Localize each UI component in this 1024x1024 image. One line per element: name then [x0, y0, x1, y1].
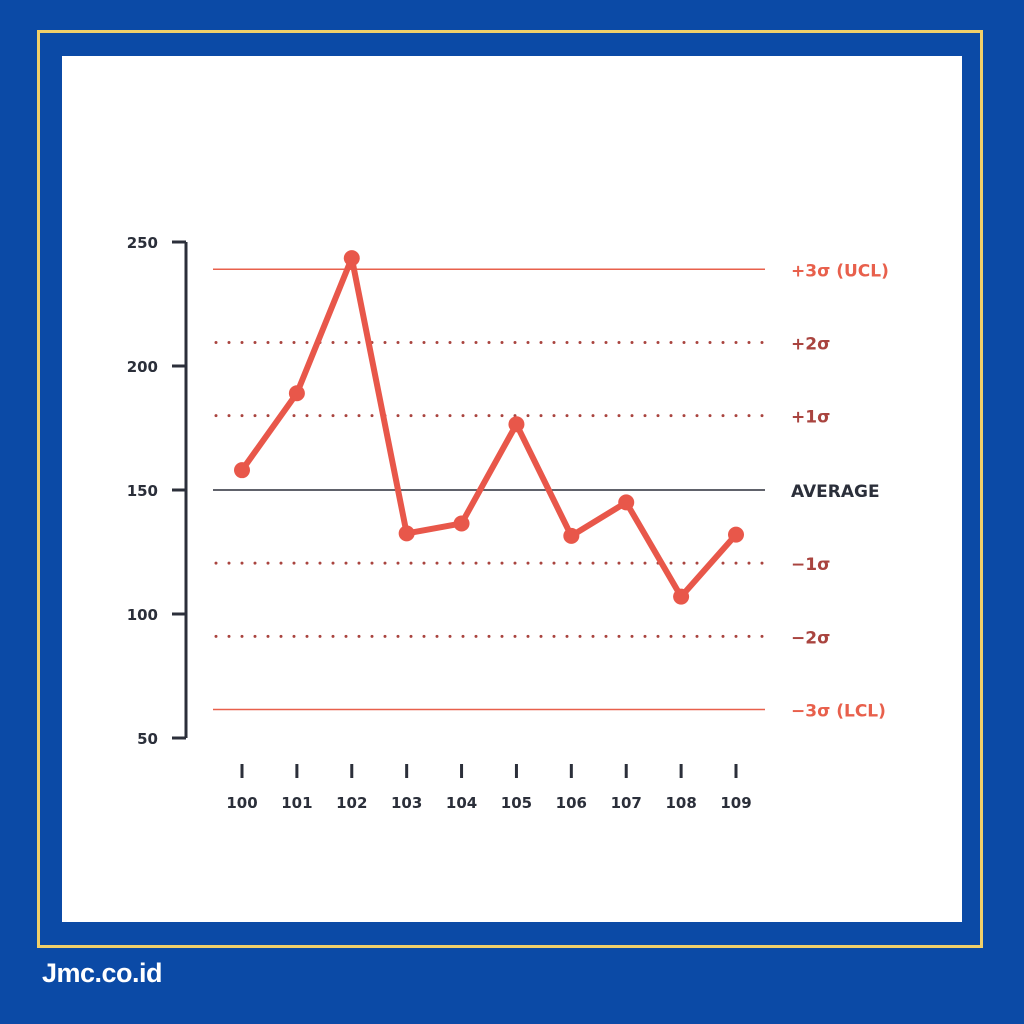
brand-watermark: Jmc.co.id: [42, 958, 163, 988]
x-tick-label: 104: [446, 794, 477, 812]
data-point: [288, 385, 305, 402]
reference-label: +3σ (UCL): [791, 261, 889, 281]
reference-label: −3σ (LCL): [791, 701, 886, 721]
y-tick-label: 100: [127, 606, 158, 624]
reference-label: AVERAGE: [791, 482, 880, 502]
data-point: [453, 515, 470, 532]
data-point: [343, 250, 360, 267]
x-tick-label: 108: [665, 794, 696, 812]
data-point: [508, 416, 525, 433]
y-tick-label: 250: [127, 234, 158, 252]
yellow-frame: [37, 30, 983, 948]
series-line: [239, 255, 739, 600]
x-tick-label: 107: [611, 794, 642, 812]
y-tick-label: 150: [127, 482, 158, 500]
y-tick-label: 200: [127, 358, 158, 376]
chart-card: [62, 56, 962, 922]
reference-label: −2σ: [791, 628, 830, 648]
reference-label: +1σ: [791, 408, 830, 428]
reference-label: −1σ: [791, 555, 830, 575]
x-tick-label: 103: [391, 794, 422, 812]
x-tick-label: 106: [556, 794, 587, 812]
data-point: [563, 527, 580, 544]
data-point: [618, 494, 635, 511]
y-tick-label: 50: [137, 730, 158, 748]
x-tick-label: 105: [501, 794, 532, 812]
x-tick-label: 102: [336, 794, 367, 812]
x-tick-label: 101: [281, 794, 312, 812]
data-point: [234, 462, 250, 479]
data-point: [673, 588, 690, 605]
x-tick-label: 100: [226, 794, 257, 812]
x-tick-label: 109: [720, 794, 751, 812]
reference-label: +2σ: [791, 334, 830, 354]
data-point: [728, 526, 744, 543]
data-point: [398, 525, 415, 542]
